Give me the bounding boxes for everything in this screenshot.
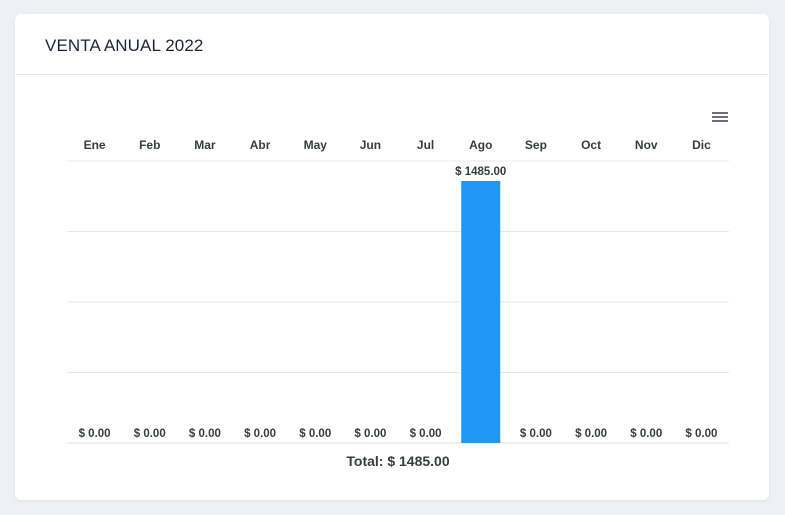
- x-tick-label: Ene: [84, 138, 106, 152]
- data-label: $ 0.00: [630, 428, 662, 440]
- x-tick-label: May: [304, 138, 328, 152]
- annual-sales-card: VENTA ANUAL 2022 Ene $ 0.00 Feb $ 0.00 Mar $ …: [15, 14, 769, 500]
- data-label: $ 1485.00: [455, 166, 506, 178]
- data-label: $ 0.00: [299, 428, 331, 440]
- x-tick-label: Sep: [525, 138, 547, 152]
- data-label: $ 0.00: [410, 428, 442, 440]
- data-label: $ 0.00: [79, 428, 111, 440]
- bar-chart: Ene $ 0.00 Feb $ 0.00 Mar $ 0.00 Abr $ 0.00 May $…: [67, 138, 729, 469]
- x-tick-label: Oct: [581, 138, 601, 152]
- x-tick-label: Ago: [469, 138, 492, 152]
- data-label: $ 0.00: [685, 428, 717, 440]
- x-tick-label: Jun: [360, 138, 381, 152]
- x-tick-label: Nov: [635, 138, 658, 152]
- data-label: $ 0.00: [244, 428, 276, 440]
- x-tick-label: Feb: [139, 138, 160, 152]
- bar: [461, 181, 501, 443]
- card-header: VENTA ANUAL 2022: [15, 14, 769, 75]
- x-tick-label: Jul: [417, 138, 434, 152]
- data-label: $ 0.00: [575, 428, 607, 440]
- chart-area: Ene $ 0.00 Feb $ 0.00 Mar $ 0.00 Abr $ 0.00 May $…: [15, 76, 769, 500]
- data-label: $ 0.00: [134, 428, 166, 440]
- data-label: $ 0.00: [354, 428, 386, 440]
- card-title: VENTA ANUAL 2022: [45, 36, 204, 55]
- hamburger-menu-icon[interactable]: [712, 112, 730, 126]
- data-label: $ 0.00: [520, 428, 552, 440]
- x-tick-label: Mar: [194, 138, 216, 152]
- data-label: $ 0.00: [189, 428, 221, 440]
- x-tick-label: Dic: [692, 138, 711, 152]
- total-label: Total: $ 1485.00: [346, 453, 449, 469]
- x-tick-label: Abr: [250, 138, 271, 152]
